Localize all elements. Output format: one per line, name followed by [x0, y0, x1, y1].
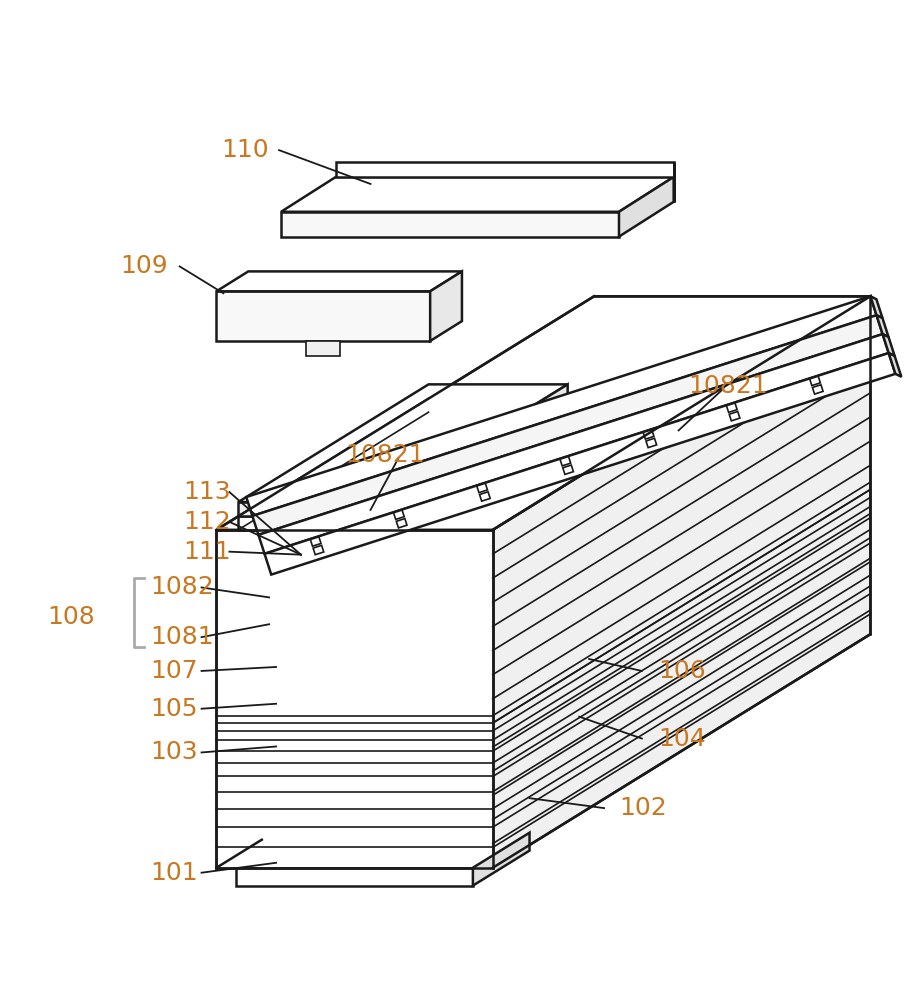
Polygon shape [216, 296, 871, 530]
Polygon shape [473, 833, 529, 886]
Polygon shape [236, 868, 473, 886]
Polygon shape [246, 296, 876, 516]
Polygon shape [264, 353, 895, 575]
Polygon shape [238, 516, 378, 530]
Text: 1082: 1082 [150, 575, 213, 599]
Polygon shape [281, 177, 674, 212]
Polygon shape [238, 384, 568, 502]
Polygon shape [729, 412, 740, 421]
Text: 10821: 10821 [346, 443, 425, 467]
Polygon shape [477, 483, 488, 493]
Text: 108: 108 [47, 605, 95, 629]
Text: 111: 111 [183, 540, 232, 564]
Polygon shape [396, 519, 407, 528]
Polygon shape [306, 341, 340, 356]
Polygon shape [336, 162, 674, 177]
Text: 102: 102 [619, 796, 666, 820]
Text: 113: 113 [183, 480, 232, 504]
Text: 110: 110 [222, 138, 269, 162]
Polygon shape [216, 530, 493, 868]
Text: 101: 101 [150, 861, 198, 885]
Polygon shape [216, 271, 462, 291]
Text: 109: 109 [120, 254, 168, 278]
Text: 105: 105 [150, 697, 197, 721]
Polygon shape [563, 465, 574, 474]
Polygon shape [560, 457, 570, 466]
Text: 106: 106 [658, 659, 706, 683]
Text: 107: 107 [150, 659, 198, 683]
Text: 10821: 10821 [688, 374, 768, 398]
Polygon shape [313, 545, 324, 555]
Polygon shape [646, 438, 656, 448]
Polygon shape [889, 353, 902, 377]
Polygon shape [378, 398, 568, 530]
Polygon shape [479, 492, 490, 501]
Polygon shape [216, 291, 430, 341]
Polygon shape [643, 430, 654, 439]
Polygon shape [252, 315, 883, 535]
Text: 1081: 1081 [150, 625, 213, 649]
Polygon shape [311, 537, 321, 546]
Text: 104: 104 [658, 727, 706, 751]
Polygon shape [259, 334, 889, 554]
Polygon shape [883, 334, 894, 356]
Polygon shape [726, 403, 737, 412]
Polygon shape [430, 271, 462, 341]
Polygon shape [281, 212, 619, 237]
Polygon shape [871, 296, 883, 318]
Polygon shape [493, 296, 871, 868]
Polygon shape [813, 385, 823, 394]
Text: 103: 103 [150, 740, 198, 764]
Polygon shape [393, 510, 404, 519]
Polygon shape [876, 315, 889, 337]
Polygon shape [619, 177, 674, 237]
Polygon shape [238, 502, 378, 516]
Text: 112: 112 [183, 510, 232, 534]
Polygon shape [378, 384, 568, 530]
Polygon shape [810, 376, 820, 386]
